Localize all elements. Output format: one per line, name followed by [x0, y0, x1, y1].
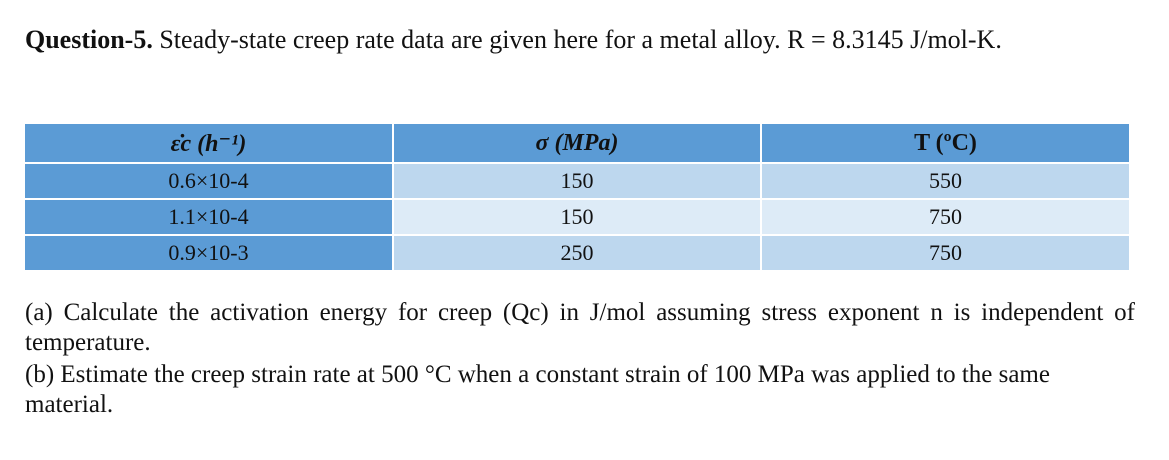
cell-creep-rate: 0.9×10-3 [25, 235, 394, 272]
question-number: Question-5. [25, 25, 153, 54]
header-creep-rate: ε̇c (h⁻¹) [25, 124, 394, 164]
cell-temperature: 550 [761, 163, 1129, 200]
cell-stress: 150 [393, 199, 762, 236]
cell-stress: 250 [393, 235, 762, 272]
question-parts: (a) Calculate the activation energy for … [25, 298, 1135, 420]
table-header-row: ε̇c (h⁻¹) σ (MPa) T (ºC) [25, 124, 1129, 164]
part-b-text: (b) Estimate the creep strain rate at 50… [25, 361, 1050, 418]
header-temperature: T (ºC) [761, 124, 1129, 164]
question-header: Question-5. Steady-state creep rate data… [25, 24, 1002, 56]
creep-data-table: ε̇c (h⁻¹) σ (MPa) T (ºC) 0.6×10-4 150 55… [25, 124, 1129, 272]
part-a-text: (a) Calculate the activation energy for … [25, 299, 1135, 356]
table-row: 1.1×10-4 150 750 [25, 199, 1129, 236]
header-stress: σ (MPa) [393, 124, 762, 164]
cell-temperature: 750 [761, 235, 1129, 272]
cell-creep-rate: 0.6×10-4 [25, 163, 394, 200]
cell-stress: 150 [393, 163, 762, 200]
cell-temperature: 750 [761, 199, 1129, 236]
question-text: Steady-state creep rate data are given h… [152, 25, 1002, 54]
cell-creep-rate: 1.1×10-4 [25, 199, 394, 236]
table-row: 0.9×10-3 250 750 [25, 235, 1129, 272]
table-row: 0.6×10-4 150 550 [25, 163, 1129, 200]
